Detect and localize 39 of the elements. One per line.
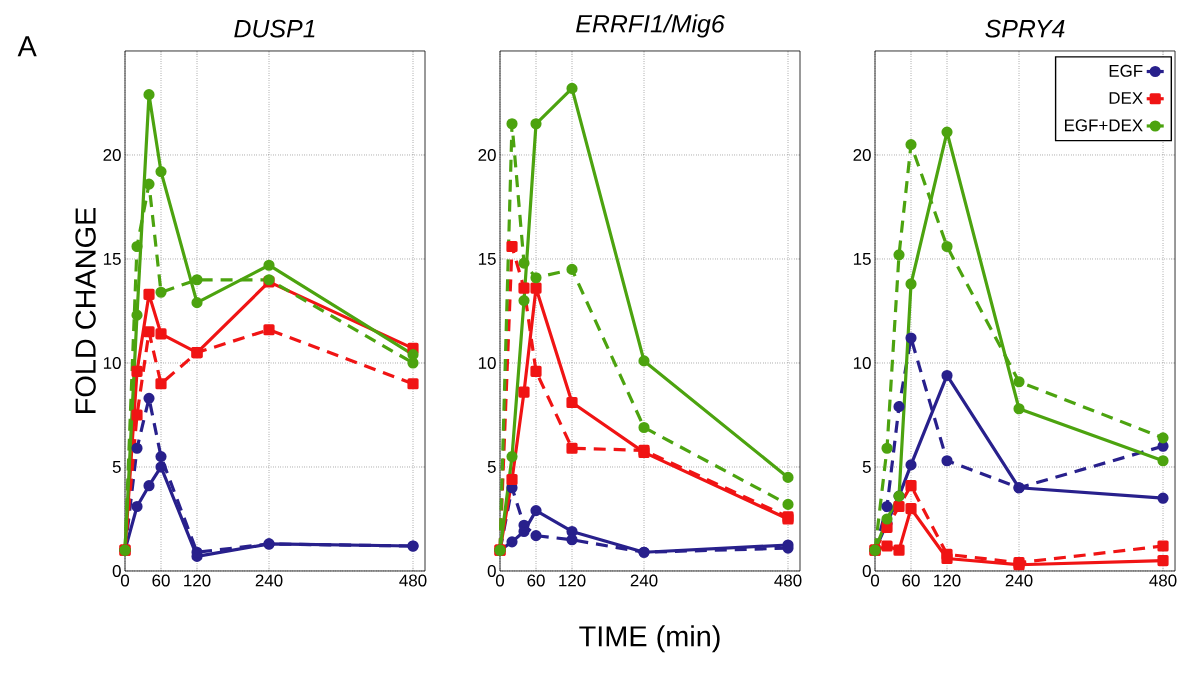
- y-tick-label: 0: [862, 564, 871, 577]
- y-tick-label: 20: [478, 148, 496, 161]
- x-tick-label: 240: [1005, 574, 1033, 587]
- y-tick-label: 5: [487, 461, 496, 473]
- x-tick-label: 60: [152, 574, 170, 587]
- y-tick-label: 10: [853, 356, 871, 369]
- y-tick-label: 20: [103, 148, 121, 161]
- x-tick-label: 120: [934, 574, 961, 587]
- chart-title: ERRFI1/Mig6: [576, 14, 725, 38]
- y-tick-label: 10: [103, 356, 121, 369]
- x-tick-label: 480: [774, 574, 802, 587]
- y-tick-label: 5: [862, 461, 871, 473]
- x-axis-title: TIME (min): [579, 625, 720, 653]
- chart-title: DUSP1: [234, 19, 315, 38]
- x-tick-label: 120: [559, 574, 586, 587]
- y-tick-label: 0: [112, 564, 121, 577]
- x-tick-label: 0: [120, 574, 130, 587]
- legend-label: EGF: [1109, 64, 1143, 77]
- y-tick-label: 5: [112, 461, 121, 473]
- text: A: [17, 36, 37, 57]
- chart-title: SPRY4: [985, 19, 1065, 38]
- x-tick-label: 60: [527, 574, 545, 587]
- y-tick-label: 20: [853, 148, 871, 161]
- y-axis-title: FOLD CHANGE: [75, 207, 96, 413]
- x-tick-label: 0: [495, 574, 505, 587]
- x-tick-label: 480: [1149, 574, 1177, 587]
- x-tick-label: 120: [184, 574, 211, 587]
- y-tick-label: 10: [478, 356, 496, 369]
- x-tick-label: 480: [399, 574, 427, 587]
- y-tick-label: 15: [853, 253, 871, 265]
- x-tick-label: 60: [902, 574, 920, 587]
- y-tick-label: 15: [103, 253, 121, 265]
- x-tick-label: 0: [870, 574, 880, 587]
- legend-label: DEX: [1109, 92, 1143, 104]
- x-tick-label: 240: [255, 574, 283, 587]
- y-tick-label: 0: [487, 564, 496, 577]
- legend-label: EGF+DEX: [1064, 119, 1143, 132]
- y-tick-label: 15: [478, 253, 496, 265]
- x-tick-label: 240: [630, 574, 658, 587]
